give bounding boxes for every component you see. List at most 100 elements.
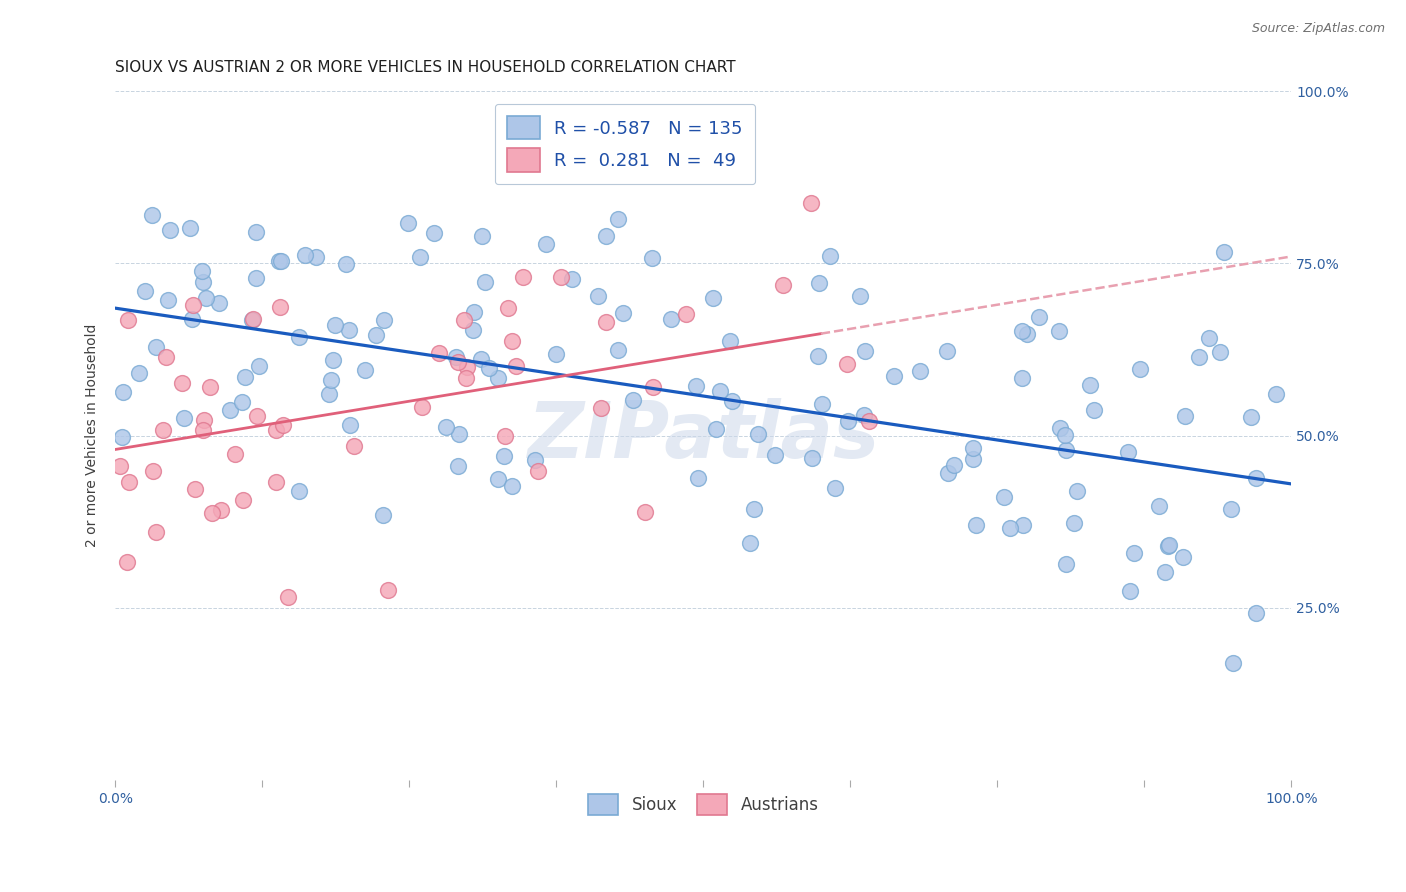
Point xyxy=(494,429,516,443)
Point xyxy=(640,251,662,265)
Point xyxy=(247,359,270,373)
Point xyxy=(943,458,966,473)
Point xyxy=(398,216,420,230)
Point xyxy=(704,422,727,436)
Point xyxy=(323,318,346,332)
Point xyxy=(550,270,572,285)
Point xyxy=(219,403,242,417)
Point xyxy=(478,360,501,375)
Point xyxy=(606,343,628,357)
Point xyxy=(264,475,287,490)
Point xyxy=(935,343,957,358)
Point xyxy=(434,420,457,434)
Point xyxy=(595,315,617,329)
Point xyxy=(505,359,527,373)
Point xyxy=(607,212,630,227)
Point xyxy=(738,535,761,549)
Point xyxy=(807,349,830,363)
Point xyxy=(709,384,731,399)
Point xyxy=(191,275,214,289)
Point xyxy=(319,373,342,387)
Point xyxy=(1213,244,1236,259)
Point xyxy=(849,288,872,302)
Point xyxy=(471,229,494,244)
Point xyxy=(1012,517,1035,532)
Point xyxy=(526,110,548,124)
Point xyxy=(408,250,430,264)
Point xyxy=(1156,539,1178,553)
Point xyxy=(716,156,738,170)
Point xyxy=(373,313,395,327)
Point xyxy=(112,385,135,400)
Point xyxy=(179,221,201,235)
Point xyxy=(494,449,516,463)
Point xyxy=(118,475,141,489)
Point xyxy=(200,379,222,393)
Text: Source: ZipAtlas.com: Source: ZipAtlas.com xyxy=(1251,22,1385,36)
Point xyxy=(245,225,267,239)
Point xyxy=(883,368,905,383)
Point xyxy=(1066,483,1088,498)
Point xyxy=(287,484,309,499)
Point xyxy=(763,448,786,462)
Point xyxy=(470,351,492,366)
Point xyxy=(173,411,195,425)
Point xyxy=(772,277,794,292)
Point xyxy=(354,362,377,376)
Point xyxy=(271,417,294,432)
Point xyxy=(621,393,644,408)
Point xyxy=(544,347,567,361)
Point xyxy=(269,253,291,268)
Point xyxy=(453,313,475,327)
Point xyxy=(1198,331,1220,345)
Point xyxy=(1123,546,1146,560)
Point xyxy=(908,364,931,378)
Point xyxy=(1015,326,1038,341)
Point xyxy=(1063,516,1085,531)
Point xyxy=(373,508,395,522)
Point xyxy=(685,379,707,393)
Point xyxy=(1209,345,1232,359)
Point xyxy=(172,376,194,390)
Point xyxy=(245,271,267,285)
Point xyxy=(742,501,765,516)
Point xyxy=(612,306,634,320)
Point xyxy=(444,350,467,364)
Point xyxy=(1119,583,1142,598)
Point xyxy=(181,298,204,312)
Point xyxy=(1078,378,1101,392)
Point xyxy=(318,386,340,401)
Point xyxy=(447,355,470,369)
Point xyxy=(377,583,399,598)
Point xyxy=(117,313,139,327)
Point xyxy=(837,414,859,428)
Point xyxy=(675,307,697,321)
Point xyxy=(1053,427,1076,442)
Point xyxy=(141,208,163,222)
Point xyxy=(993,490,1015,504)
Point xyxy=(501,334,523,348)
Text: ZIPatlas: ZIPatlas xyxy=(527,398,879,474)
Point xyxy=(1222,657,1244,671)
Point xyxy=(634,505,657,519)
Point xyxy=(1147,499,1170,513)
Point xyxy=(242,311,264,326)
Point xyxy=(747,427,769,442)
Point xyxy=(1047,324,1070,338)
Point xyxy=(1083,403,1105,417)
Point xyxy=(233,370,256,384)
Point xyxy=(411,401,433,415)
Point xyxy=(718,334,741,349)
Point xyxy=(561,272,583,286)
Point xyxy=(721,394,744,409)
Point xyxy=(1264,387,1286,401)
Point xyxy=(115,555,138,569)
Point xyxy=(501,479,523,493)
Point xyxy=(134,284,156,298)
Point xyxy=(1054,557,1077,571)
Point xyxy=(335,257,357,271)
Point xyxy=(1011,324,1033,338)
Point xyxy=(998,521,1021,535)
Point xyxy=(193,413,215,427)
Point xyxy=(589,401,612,415)
